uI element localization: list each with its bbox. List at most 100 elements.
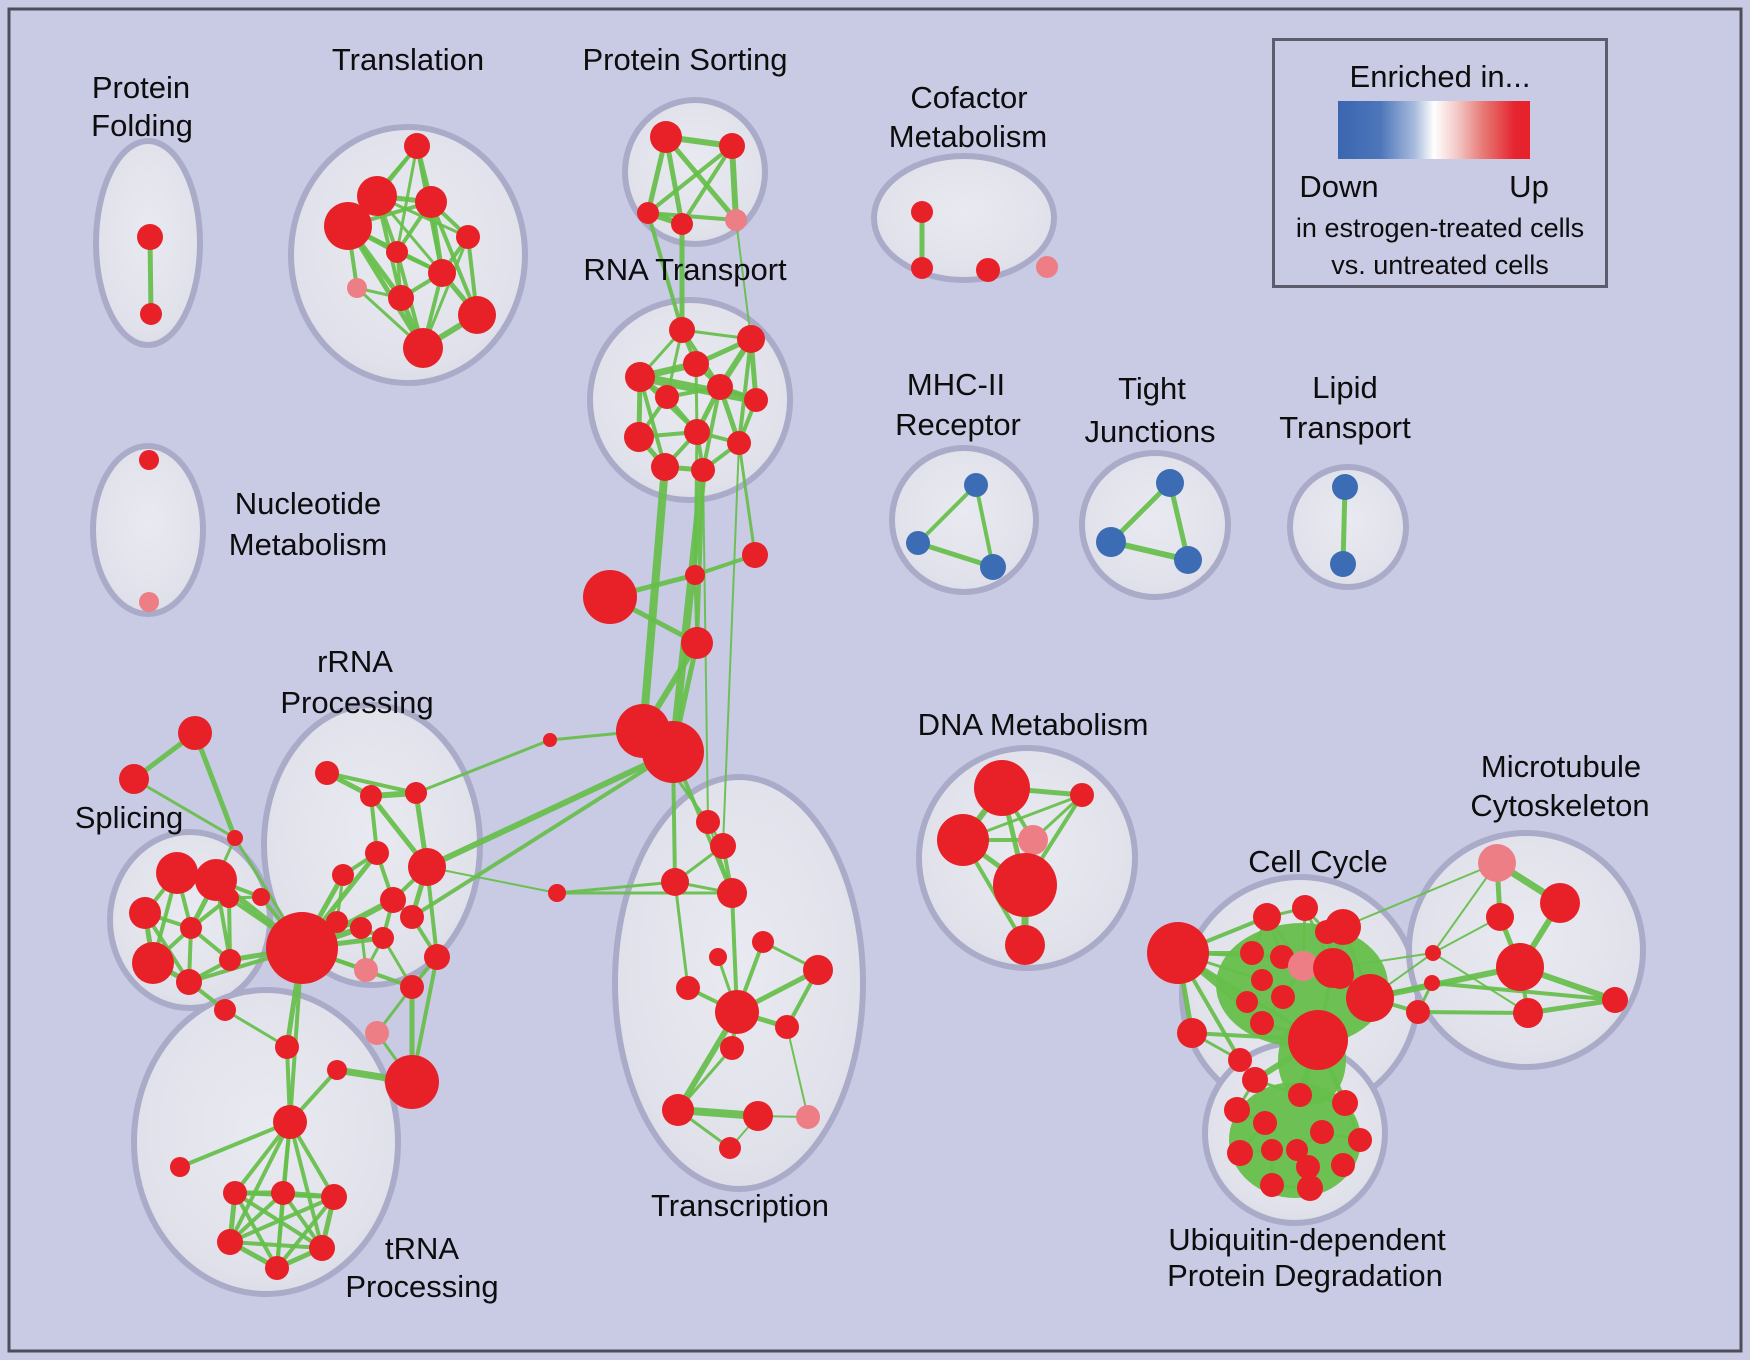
legend-title: Enriched in... xyxy=(1349,59,1531,94)
cluster-ellipse-lipid-transport xyxy=(1287,464,1409,590)
node-c4 xyxy=(1292,895,1318,921)
node-u9 xyxy=(1227,1140,1253,1166)
node-u11 xyxy=(1296,1155,1320,1179)
node-u10 xyxy=(1331,1153,1355,1177)
node-ts xyxy=(170,1157,190,1177)
edge-ts-tg xyxy=(178,1120,292,1169)
node-u1 xyxy=(1242,1067,1268,1093)
node-b7 xyxy=(1332,474,1358,500)
edge-tg-e4 xyxy=(228,1120,292,1244)
cluster-ellipse-nucleotide-metabolism xyxy=(90,443,206,617)
node-e2 xyxy=(271,1181,295,1205)
node-r10 xyxy=(727,431,751,455)
node-t9 xyxy=(388,285,414,311)
node-b8 xyxy=(1330,551,1356,577)
cluster-label: Nucleotide xyxy=(235,486,381,521)
node-d5 xyxy=(993,853,1057,917)
node-t1 xyxy=(404,133,430,159)
legend-subtitle-line2: vs. untreated cells xyxy=(1331,250,1549,280)
edge-p3-p5 xyxy=(646,211,738,222)
node-u4 xyxy=(1224,1097,1250,1123)
edge-a1-a3 xyxy=(325,771,418,795)
node-u8 xyxy=(1348,1128,1372,1152)
node-a3 xyxy=(405,782,427,804)
edge-r11-h1 xyxy=(639,463,669,735)
edge-p2-p4 xyxy=(680,144,734,226)
node-a11 xyxy=(400,905,424,929)
cluster-label: Translation xyxy=(332,42,484,77)
edge-tg-e5 xyxy=(288,1120,324,1250)
edge-e3-e6 xyxy=(275,1195,336,1270)
node-e6 xyxy=(265,1256,289,1280)
node-b5 xyxy=(1096,527,1126,557)
cluster-label: Transport xyxy=(1279,410,1411,445)
legend-up-label: Up xyxy=(1509,169,1549,204)
node-c16 xyxy=(1346,974,1394,1022)
cluster-label: Folding xyxy=(91,108,193,143)
cluster-label: Protein xyxy=(92,70,190,105)
node-x3 xyxy=(661,868,689,896)
node-m4 xyxy=(1513,998,1543,1028)
cluster-label: Transcription xyxy=(651,1188,829,1223)
node-c11 xyxy=(1251,969,1273,991)
node-w5 xyxy=(385,1055,439,1109)
node-f1 xyxy=(911,201,933,223)
node-nm1 xyxy=(139,450,159,470)
node-r12 xyxy=(691,458,715,482)
cluster-label: Cytoskeleton xyxy=(1470,788,1649,823)
node-p3 xyxy=(637,202,659,224)
node-pf1 xyxy=(137,224,163,250)
node-q6 xyxy=(132,942,174,984)
legend-gradient-bar xyxy=(1338,101,1530,159)
edge-s6-a6 xyxy=(426,866,558,894)
edge-b1-b2 xyxy=(916,483,978,545)
node-c9 xyxy=(1288,951,1318,981)
edge-r2-r10 xyxy=(737,337,753,445)
node-q8 xyxy=(219,949,241,971)
node-w4 xyxy=(365,1021,389,1045)
node-p2 xyxy=(719,133,745,159)
edge-p3-r1 xyxy=(646,211,684,332)
cluster-ellipse-tight-junctions xyxy=(1079,450,1231,600)
node-d2 xyxy=(1070,783,1094,807)
node-f2 xyxy=(911,257,933,279)
legend-subtitle-line1: in estrogen-treated cells xyxy=(1295,213,1585,243)
node-q1 xyxy=(156,852,198,894)
node-r11 xyxy=(651,453,679,481)
edge-r12-s4 xyxy=(695,468,705,645)
node-c6 xyxy=(1325,909,1361,945)
node-u13 xyxy=(1297,1175,1323,1201)
edge-b2-b3 xyxy=(915,540,996,570)
node-x8 xyxy=(676,976,700,1000)
node-w3 xyxy=(327,1060,347,1080)
cluster-ellipse-mhc-ii-receptor xyxy=(889,445,1039,595)
cluster-label: Lipid xyxy=(1312,370,1378,405)
node-x14 xyxy=(796,1105,820,1129)
edge-s3-r10 xyxy=(737,441,757,557)
node-c1 xyxy=(1147,922,1209,984)
node-r5 xyxy=(655,385,679,409)
node-e4 xyxy=(217,1229,243,1255)
node-a6 xyxy=(408,848,446,886)
node-nm2 xyxy=(139,592,159,612)
node-a1 xyxy=(315,761,339,785)
node-m3 xyxy=(1496,943,1544,991)
node-d3 xyxy=(937,814,989,866)
node-x10 xyxy=(775,1015,799,1039)
node-c8 xyxy=(1270,945,1294,969)
node-s5 xyxy=(543,733,557,747)
cluster-label: Processing xyxy=(345,1269,498,1304)
node-s2 xyxy=(685,565,705,585)
cluster-ellipse-transcription xyxy=(612,774,866,1192)
cluster-label: Protein Sorting xyxy=(582,42,787,77)
node-g2 xyxy=(119,764,149,794)
cluster-label: Ubiquitin-dependent xyxy=(1168,1222,1446,1257)
node-c14 xyxy=(1250,1011,1274,1035)
node-q3 xyxy=(129,897,161,929)
node-a4 xyxy=(365,841,389,865)
cluster-label: tRNA xyxy=(385,1231,459,1266)
node-c7 xyxy=(1240,941,1264,965)
legend: Enriched in... Down Up in estrogen-treat… xyxy=(1272,38,1608,288)
node-c18 xyxy=(1406,1000,1430,1024)
cluster-label: Splicing xyxy=(75,800,184,835)
